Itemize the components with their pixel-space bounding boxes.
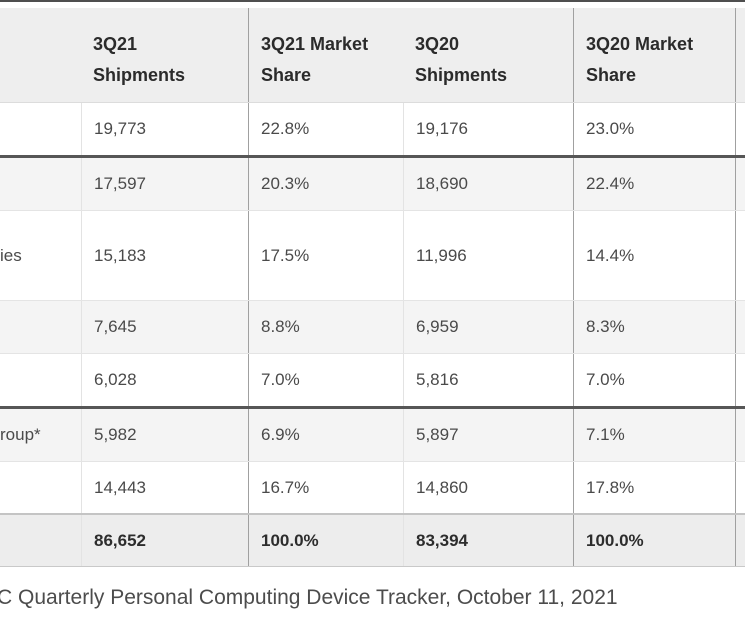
col-header-3q20-market-share: 3Q20 Market Share <box>573 8 735 102</box>
shipments-3q20-cell: 5,816 <box>403 354 573 406</box>
shipments-3q20-cell: 18,690 <box>403 158 573 210</box>
table-row: roup* 5,982 6.9% 5,897 7.1% <box>0 406 745 461</box>
market-share-3q21-cell: 22.8% <box>248 103 403 155</box>
market-share-3q21-cell: 20.3% <box>248 158 403 210</box>
col-header-line1: 3Q21 Market <box>261 34 369 54</box>
shipments-3q20-cell: 11,996 <box>403 211 573 300</box>
col-header-line1: 3Q21 <box>93 34 138 54</box>
market-share-3q20-cell: 17.8% <box>573 462 735 513</box>
market-share-3q21-cell: 17.5% <box>248 211 403 300</box>
shipments-3q21-cell: 14,443 <box>81 462 248 513</box>
shipments-3q21-cell: 7,645 <box>81 301 248 353</box>
shipments-table: 3Q21 Shipments 3Q21 Market Share 3Q20 Sh… <box>0 8 745 567</box>
table-total-row: 86,652 100.0% 83,394 100.0% <box>0 513 745 567</box>
market-share-3q20-cell: 14.4% <box>573 211 735 300</box>
table-header-row: 3Q21 Shipments 3Q21 Market Share 3Q20 Sh… <box>0 8 745 103</box>
table-body: 19,773 22.8% 19,176 23.0% 17,597 20.3% 1… <box>0 103 745 567</box>
clipped-cell <box>735 103 745 155</box>
company-cell <box>0 103 81 155</box>
company-cell <box>0 515 81 566</box>
col-header-line2: Share <box>586 65 637 85</box>
shipments-3q20-cell: 6,959 <box>403 301 573 353</box>
total-shipments-3q20-cell: 83,394 <box>403 515 573 566</box>
table-row: ies 15,183 17.5% 11,996 14.4% <box>0 210 745 300</box>
col-header-line1: 3Q20 Market <box>586 34 694 54</box>
market-share-3q20-cell: 8.3% <box>573 301 735 353</box>
clipped-cell <box>735 301 745 353</box>
table-row: 14,443 16.7% 14,860 17.8% <box>0 461 745 513</box>
market-share-3q20-cell: 22.4% <box>573 158 735 210</box>
market-share-3q21-cell: 7.0% <box>248 354 403 406</box>
col-header-line2: Shipments <box>415 65 508 85</box>
market-share-3q21-cell: 8.8% <box>248 301 403 353</box>
table-row: 7,645 8.8% 6,959 8.3% <box>0 300 745 353</box>
col-header-line2: Shipments <box>93 65 186 85</box>
clipped-cell <box>735 409 745 461</box>
shipments-3q21-cell: 17,597 <box>81 158 248 210</box>
clipped-cell <box>735 354 745 406</box>
company-cell <box>0 158 81 210</box>
table-row: 19,773 22.8% 19,176 23.0% <box>0 103 745 155</box>
shipments-3q21-cell: 19,773 <box>81 103 248 155</box>
market-share-3q21-cell: 6.9% <box>248 409 403 461</box>
shipments-3q20-cell: 19,176 <box>403 103 573 155</box>
source-note: C Quarterly Personal Computing Device Tr… <box>0 586 618 609</box>
top-border-line <box>0 0 745 2</box>
shipments-3q21-cell: 5,982 <box>81 409 248 461</box>
clipped-cell <box>735 211 745 300</box>
col-header-3q20-shipments: 3Q20 Shipments <box>403 8 573 102</box>
market-share-3q20-cell: 23.0% <box>573 103 735 155</box>
company-cell <box>0 301 81 353</box>
shipments-3q21-cell: 15,183 <box>81 211 248 300</box>
col-header-line1: 3Q20 <box>415 34 460 54</box>
shipments-3q20-cell: 14,860 <box>403 462 573 513</box>
market-share-3q20-cell: 7.1% <box>573 409 735 461</box>
table-row: 17,597 20.3% 18,690 22.4% <box>0 155 745 210</box>
company-cell: ies <box>0 245 22 265</box>
market-share-3q20-cell: 7.0% <box>573 354 735 406</box>
col-header-3q21-shipments: 3Q21 Shipments <box>81 8 248 102</box>
total-market-share-3q21-cell: 100.0% <box>248 515 403 566</box>
total-market-share-3q20-cell: 100.0% <box>573 515 735 566</box>
company-cell <box>0 354 81 406</box>
clipped-cell <box>735 462 745 513</box>
clipped-cell <box>735 515 745 566</box>
col-header-clipped <box>735 8 745 102</box>
total-shipments-3q21-cell: 86,652 <box>81 515 248 566</box>
shipments-3q21-cell: 6,028 <box>81 354 248 406</box>
col-header-3q21-market-share: 3Q21 Market Share <box>248 8 403 102</box>
company-cell: roup* <box>0 425 41 444</box>
company-cell <box>0 462 81 513</box>
col-header-line2: Share <box>261 65 312 85</box>
table-row: 6,028 7.0% 5,816 7.0% <box>0 353 745 406</box>
market-share-3q21-cell: 16.7% <box>248 462 403 513</box>
shipments-3q20-cell: 5,897 <box>403 409 573 461</box>
clipped-cell <box>735 158 745 210</box>
company-column-header <box>0 8 81 102</box>
